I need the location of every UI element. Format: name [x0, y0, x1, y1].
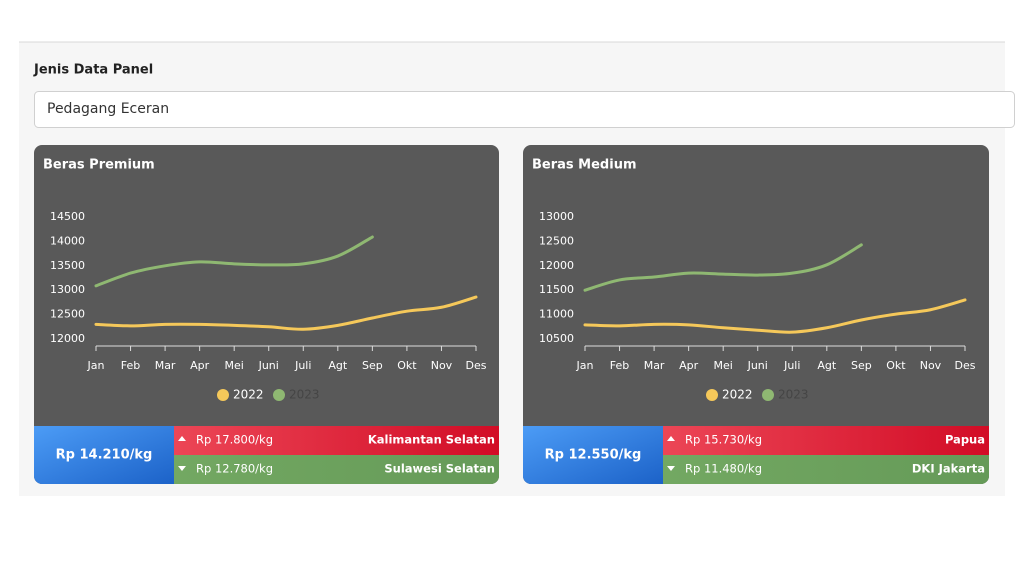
- dropdown-value[interactable]: Pedagang Eceran: [47, 101, 169, 117]
- legend-label: 2022: [233, 388, 264, 402]
- y-tick-label: 14000: [50, 234, 85, 247]
- highest-price: Rp 15.730/kg: [685, 433, 762, 447]
- highest-row: [663, 426, 989, 455]
- panel-label: Jenis Data Panel: [33, 63, 153, 78]
- highest-region: Papua: [945, 433, 985, 447]
- up-icon: [178, 436, 186, 441]
- legend-label: 2022: [722, 388, 753, 402]
- line-series: [94, 295, 478, 331]
- x-tick-label: Jan: [576, 359, 594, 372]
- lowest-row: [663, 455, 989, 484]
- y-tick-label: 11500: [539, 283, 574, 296]
- chart-card: Beras Medium 10500 11000 11500 12000 12500 130…: [523, 145, 989, 484]
- dropdown[interactable]: [34, 91, 1015, 128]
- average-box: [34, 426, 174, 484]
- average-price: Rp 14.210/kg: [56, 448, 153, 463]
- legend-swatch: [706, 389, 718, 401]
- x-tick-label: Mar: [644, 359, 665, 372]
- x-tick-label: Juli: [294, 359, 311, 372]
- x-tick-label: Mei: [714, 359, 733, 372]
- y-tick-label: 13000: [50, 283, 85, 296]
- lowest-region: Sulawesi Selatan: [384, 462, 495, 476]
- y-tick-label: 12000: [539, 259, 574, 272]
- chart-title: Beras Premium: [43, 158, 155, 173]
- chart-title: Beras Medium: [532, 158, 637, 173]
- lowest-price: Rp 12.780/kg: [196, 462, 273, 476]
- legend-swatch: [217, 389, 229, 401]
- x-tick-label: Juli: [783, 359, 800, 372]
- highest-price: Rp 17.800/kg: [196, 433, 273, 447]
- x-tick-label: Des: [955, 359, 976, 372]
- y-tick-label: 12500: [539, 234, 574, 247]
- x-tick-label: Feb: [121, 359, 140, 372]
- average-price: Rp 12.550/kg: [545, 448, 642, 463]
- y-tick-label: 13000: [539, 210, 574, 223]
- y-tick-label: 14500: [50, 210, 85, 223]
- x-tick-label: Juni: [258, 359, 279, 372]
- x-tick-label: Agt: [817, 359, 837, 372]
- x-tick-label: Nov: [431, 359, 453, 372]
- up-icon: [667, 436, 675, 441]
- highest-row: [174, 426, 499, 455]
- x-tick-label: Sep: [851, 359, 872, 372]
- x-tick-label: Agt: [328, 359, 348, 372]
- y-tick-label: 10500: [539, 332, 574, 345]
- legend-swatch: [273, 389, 285, 401]
- legend-swatch: [762, 389, 774, 401]
- x-tick-label: Apr: [679, 359, 699, 372]
- x-tick-label: Nov: [920, 359, 942, 372]
- x-tick-label: Mar: [155, 359, 176, 372]
- down-icon: [178, 466, 186, 471]
- line-series: [94, 235, 374, 288]
- y-tick-label: 12000: [50, 332, 85, 345]
- x-tick-label: Mei: [225, 359, 244, 372]
- lowest-region: DKI Jakarta: [912, 462, 985, 476]
- legend-label: 2023: [778, 388, 809, 402]
- line-series: [583, 243, 863, 292]
- x-tick-label: Feb: [610, 359, 629, 372]
- down-icon: [667, 466, 675, 471]
- x-tick-label: Jan: [87, 359, 105, 372]
- x-tick-label: Juni: [747, 359, 768, 372]
- y-tick-label: 11000: [539, 308, 574, 321]
- line-series: [583, 298, 967, 334]
- y-tick-label: 13500: [50, 259, 85, 272]
- highest-region: Kalimantan Selatan: [368, 433, 495, 447]
- chart-card: Beras Premium 12000 12500 13000 13500 14000 14…: [34, 145, 499, 484]
- x-tick-label: Sep: [362, 359, 383, 372]
- y-tick-label: 12500: [50, 308, 85, 321]
- x-tick-label: Des: [466, 359, 487, 372]
- lowest-row: [174, 455, 499, 484]
- lowest-price: Rp 11.480/kg: [685, 462, 762, 476]
- x-tick-label: Okt: [397, 359, 417, 372]
- average-box: [523, 426, 663, 484]
- x-tick-label: Apr: [190, 359, 210, 372]
- legend-label: 2023: [289, 388, 320, 402]
- x-tick-label: Okt: [886, 359, 906, 372]
